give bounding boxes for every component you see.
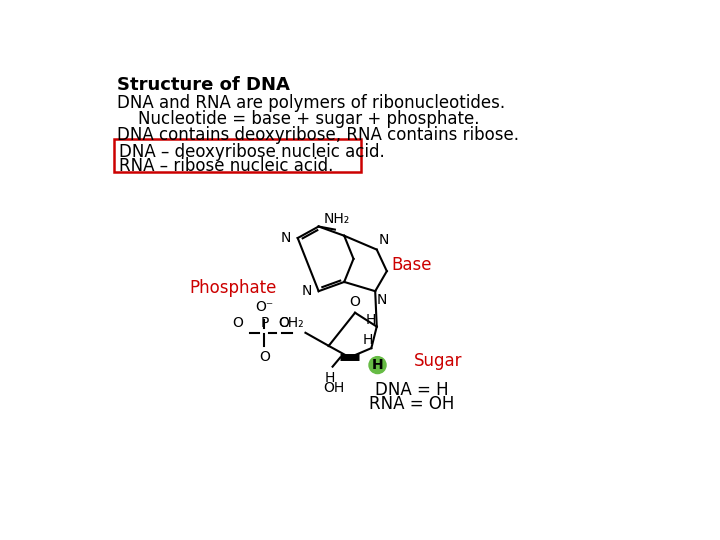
Text: Nucleotide = base + sugar + phosphate.: Nucleotide = base + sugar + phosphate. <box>117 110 480 128</box>
Text: DNA contains deoxyribose, RNA contains ribose.: DNA contains deoxyribose, RNA contains r… <box>117 126 519 144</box>
Text: N: N <box>378 233 389 247</box>
Text: H: H <box>324 372 335 385</box>
Text: O: O <box>259 350 270 365</box>
Text: O: O <box>279 316 289 330</box>
Text: DNA – deoxyribose nucleic acid.: DNA – deoxyribose nucleic acid. <box>120 143 385 161</box>
Text: Base: Base <box>392 256 432 274</box>
Text: N: N <box>302 284 312 298</box>
Text: O: O <box>233 316 243 330</box>
Text: CH₂: CH₂ <box>278 316 304 330</box>
Text: DNA and RNA are polymers of ribonucleotides.: DNA and RNA are polymers of ribonucleoti… <box>117 94 505 112</box>
Text: RNA = OH: RNA = OH <box>369 395 454 413</box>
Text: H: H <box>365 313 376 327</box>
Text: OH: OH <box>323 381 345 395</box>
Text: Phosphate: Phosphate <box>189 279 277 297</box>
Text: RNA – ribose nucleic acid.: RNA – ribose nucleic acid. <box>120 157 334 175</box>
Text: N: N <box>281 231 292 245</box>
Circle shape <box>369 356 386 374</box>
Text: Structure of DNA: Structure of DNA <box>117 76 290 94</box>
Text: O: O <box>350 295 361 309</box>
Text: O⁻: O⁻ <box>256 300 274 314</box>
Text: P: P <box>260 316 269 330</box>
Text: DNA = H: DNA = H <box>375 381 449 399</box>
Text: H: H <box>372 358 383 372</box>
Text: Sugar: Sugar <box>414 352 462 370</box>
Text: N: N <box>377 294 387 307</box>
Text: H: H <box>362 334 373 347</box>
Text: NH₂: NH₂ <box>323 212 350 226</box>
